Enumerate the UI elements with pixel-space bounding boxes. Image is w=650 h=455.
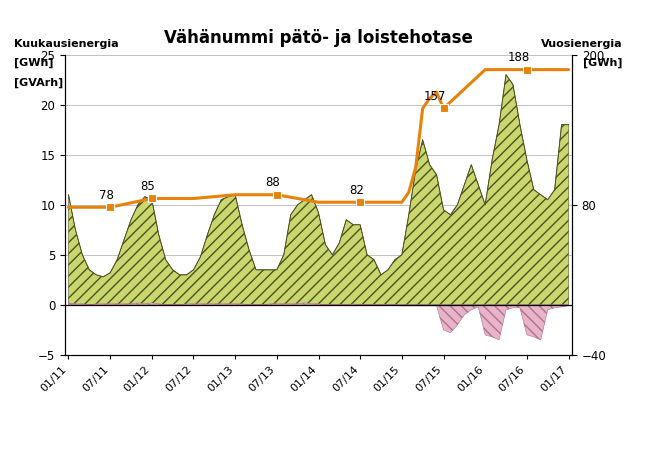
Text: [GWh]: [GWh] bbox=[14, 58, 54, 68]
Text: 82: 82 bbox=[349, 184, 364, 197]
Text: Vuosienergia: Vuosienergia bbox=[541, 39, 623, 49]
Text: 157: 157 bbox=[424, 90, 447, 103]
Text: 188: 188 bbox=[508, 51, 530, 64]
Text: 85: 85 bbox=[140, 180, 155, 193]
Text: [GWh]: [GWh] bbox=[583, 58, 623, 68]
Text: [GVArh]: [GVArh] bbox=[14, 77, 64, 88]
Text: 78: 78 bbox=[99, 189, 114, 202]
Text: 88: 88 bbox=[266, 177, 280, 189]
Text: Kuukausienergia: Kuukausienergia bbox=[14, 39, 119, 49]
Legend: P summa, Q summa, P vuosienergia: P summa, Q summa, P vuosienergia bbox=[153, 453, 484, 455]
Title: Vähänummi pätö- ja loistehotase: Vähänummi pätö- ja loistehotase bbox=[164, 30, 473, 47]
